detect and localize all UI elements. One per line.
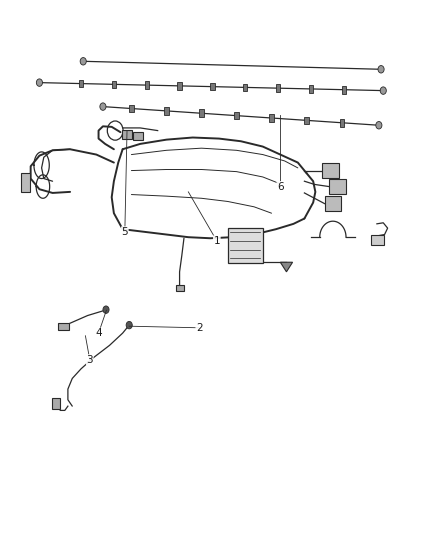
- Bar: [371, 235, 384, 245]
- Bar: [309, 85, 313, 93]
- Bar: [176, 285, 184, 291]
- Circle shape: [126, 321, 132, 329]
- Bar: [234, 112, 239, 119]
- Bar: [199, 109, 204, 117]
- Bar: [112, 80, 116, 88]
- Circle shape: [376, 122, 382, 129]
- Bar: [177, 82, 182, 90]
- Text: 3: 3: [86, 355, 93, 365]
- Bar: [304, 117, 309, 124]
- Bar: [269, 114, 274, 122]
- Circle shape: [80, 58, 86, 65]
- Circle shape: [36, 79, 42, 86]
- Bar: [79, 80, 83, 87]
- Text: 4: 4: [95, 328, 102, 338]
- Bar: [243, 84, 247, 91]
- Bar: [21, 173, 30, 191]
- Circle shape: [380, 87, 386, 94]
- Bar: [339, 119, 344, 126]
- Bar: [325, 196, 341, 211]
- Bar: [276, 84, 280, 92]
- Text: 5: 5: [121, 227, 128, 237]
- Text: 6: 6: [277, 182, 284, 191]
- Bar: [58, 323, 69, 330]
- Text: 2: 2: [196, 323, 203, 333]
- Bar: [228, 228, 263, 262]
- Bar: [133, 132, 143, 140]
- Bar: [164, 107, 169, 115]
- Bar: [322, 163, 339, 178]
- Bar: [342, 86, 346, 93]
- Bar: [129, 104, 134, 112]
- Bar: [329, 179, 346, 194]
- Circle shape: [103, 306, 109, 313]
- Text: 1: 1: [213, 236, 220, 246]
- Bar: [52, 398, 60, 409]
- Polygon shape: [280, 262, 293, 272]
- Circle shape: [378, 66, 384, 73]
- Bar: [145, 81, 149, 89]
- Bar: [122, 130, 132, 139]
- Circle shape: [100, 103, 106, 110]
- Bar: [210, 83, 215, 91]
